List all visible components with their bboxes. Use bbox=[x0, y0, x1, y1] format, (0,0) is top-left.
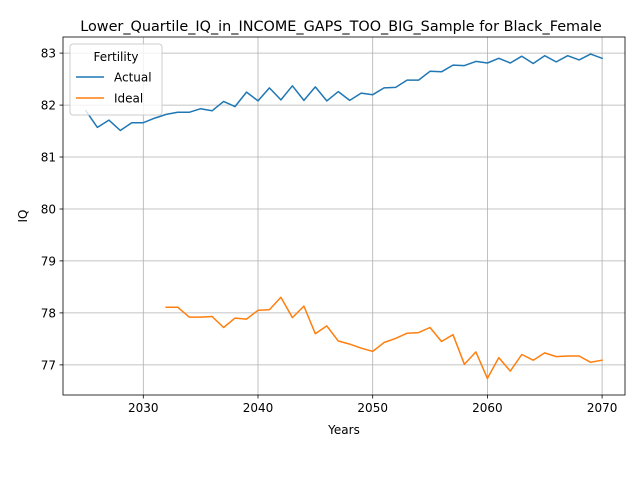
y-tick-label: 77 bbox=[41, 358, 56, 372]
y-tick-label: 83 bbox=[41, 47, 56, 61]
y-tick-label: 80 bbox=[41, 203, 56, 217]
x-tick-label: 2040 bbox=[243, 401, 274, 415]
y-tick-label: 82 bbox=[41, 99, 56, 113]
legend-label-actual: Actual bbox=[114, 71, 152, 85]
y-tick-label: 81 bbox=[41, 151, 56, 165]
legend-title: Fertility bbox=[93, 50, 138, 64]
plot-frame bbox=[62, 36, 626, 396]
y-axis-label: IQ bbox=[16, 210, 30, 223]
chart-title: Lower_Quartile_IQ_in_INCOME_GAPS_TOO_BIG… bbox=[80, 19, 602, 35]
x-tick-label: 2070 bbox=[587, 401, 618, 415]
x-tick-label: 2030 bbox=[128, 401, 159, 415]
x-tick-label: 2050 bbox=[357, 401, 388, 415]
x-axis-label: Years bbox=[327, 423, 360, 437]
series-line-ideal bbox=[165, 296, 603, 380]
series-lines bbox=[84, 53, 604, 380]
y-tick-label: 79 bbox=[41, 254, 56, 268]
series-line-actual bbox=[84, 53, 604, 132]
grid-lines bbox=[63, 37, 625, 395]
axis-ticks: 2030 2040 2050 2060 2070 77 78 79 80 81 82 83 bbox=[41, 47, 618, 415]
legend: Fertility Actual Ideal bbox=[69, 43, 163, 116]
legend-label-ideal: Ideal bbox=[114, 92, 143, 106]
x-tick-label: 2060 bbox=[472, 401, 503, 415]
y-tick-label: 78 bbox=[41, 306, 56, 320]
